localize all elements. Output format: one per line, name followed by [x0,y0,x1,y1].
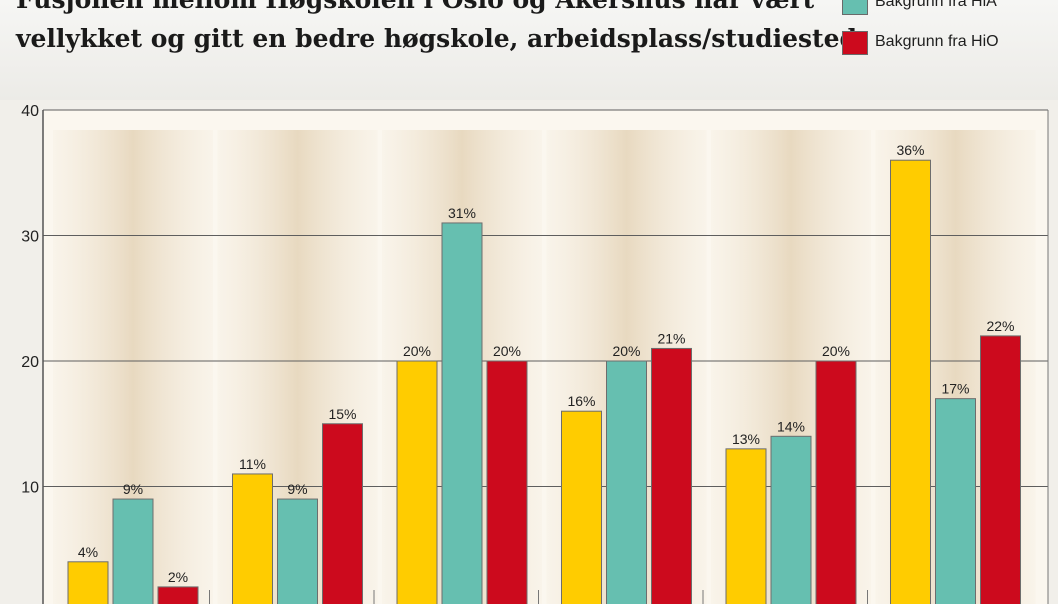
bar [67,561,109,604]
data-label: 11% [239,456,266,472]
bar [935,398,976,604]
bar [157,586,199,604]
data-label: 22% [986,318,1014,334]
title-line-1: Fusjonen mellom Høgskolen i Oslo og Aker… [16,0,836,19]
y-tick-label: 40 [21,103,39,120]
bar [232,473,273,604]
data-label: 20% [493,343,521,359]
bar [112,498,154,604]
data-label: 36% [896,142,924,158]
data-label: 13% [732,431,760,447]
legend-label-hia: Bakgrunn fra HiA [875,0,997,10]
bar [486,360,528,604]
data-label: 31% [448,205,476,221]
title-line-2: vellykket og gitt en bedre høgskole, arb… [16,24,857,53]
data-label: 20% [822,343,850,359]
bar [815,360,857,604]
data-label: 17% [941,381,969,397]
legend-label-hio: Bakgrunn fra HiO [875,33,999,50]
y-tick-label: 10 [21,480,39,497]
bar [890,159,931,604]
data-label: 14% [777,418,805,434]
legend-swatch-hio [842,31,868,55]
bar [277,498,318,604]
data-label: 20% [403,343,431,359]
bar [322,423,363,604]
data-label: 9% [287,481,307,497]
y-tick-label: 20 [21,354,39,371]
bar [980,335,1021,604]
data-label: 20% [612,343,640,359]
data-label: 4% [78,544,98,560]
bar [725,448,767,604]
y-tick-label: 30 [21,229,39,246]
data-label: 9% [123,481,143,497]
bar [651,347,692,604]
chart-title: Fusjonen mellom Høgskolen i Oslo og Aker… [16,0,857,58]
data-label: 15% [328,406,356,422]
data-label: 16% [567,393,595,409]
bar [606,360,647,604]
bar [441,222,483,604]
data-label: 21% [657,330,685,346]
data-label: 2% [168,569,188,585]
bar [396,360,438,604]
bar [561,410,602,604]
legend-swatch-hia [842,0,868,15]
chart-header: Fusjonen mellom Høgskolen i Oslo og Aker… [0,0,1058,100]
bar [770,435,812,604]
